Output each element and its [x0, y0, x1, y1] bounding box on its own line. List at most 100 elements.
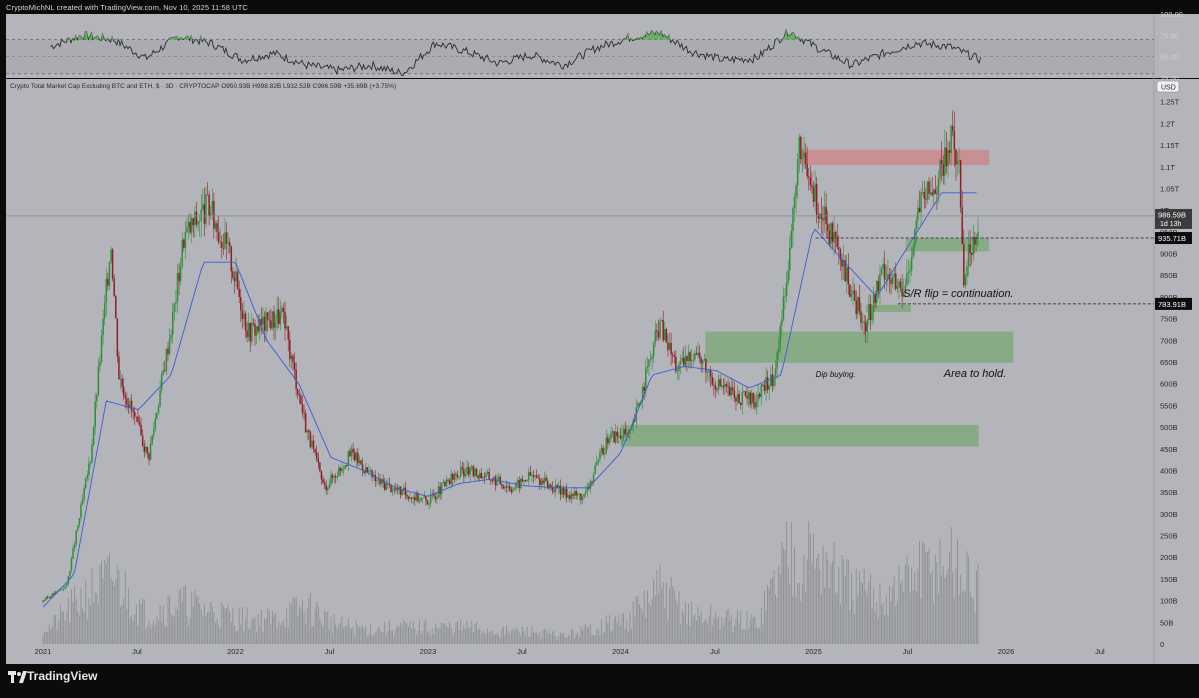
volume-bar [74, 585, 76, 644]
volume-bar [852, 600, 854, 644]
volume-bar [858, 571, 860, 644]
volume-bar [816, 558, 818, 644]
candle-body [469, 468, 471, 475]
volume-bar [523, 630, 525, 644]
candle-body [157, 406, 160, 414]
volume-bar [914, 572, 916, 644]
candle-body [700, 358, 702, 364]
candle-body [596, 461, 598, 466]
volume-bar [741, 630, 743, 644]
volume-bar [189, 618, 191, 644]
volume-bar [963, 589, 965, 644]
volume-bar [732, 631, 734, 644]
candle-body [785, 282, 788, 296]
volume-bar [343, 627, 345, 644]
candle-body [127, 404, 130, 408]
candle-body [812, 187, 815, 202]
candle-body [844, 260, 846, 282]
candle-body [906, 273, 908, 286]
volume-bar [620, 625, 621, 644]
candle-body [78, 517, 81, 526]
volume-bar [69, 622, 71, 644]
candle-body [817, 214, 820, 219]
volume-bar [457, 621, 458, 644]
candle-body [779, 325, 782, 349]
candle-body [455, 474, 457, 475]
volume-bar [868, 581, 870, 644]
volume-bar [745, 630, 746, 644]
candle-body [407, 496, 410, 499]
rsi-line [50, 28, 982, 76]
volume-bar [278, 621, 280, 644]
candle-body [518, 480, 520, 489]
volume-bar [423, 622, 425, 644]
candle-body [241, 310, 244, 319]
candle-body [507, 486, 509, 488]
volume-bar [760, 607, 762, 644]
volume-bar [59, 604, 61, 644]
candle-body [583, 494, 585, 499]
volume-bar [254, 617, 256, 644]
volume-bar [507, 630, 509, 644]
time-tick-label: 2026 [998, 647, 1015, 656]
price-level-label: 935.71B [1158, 234, 1186, 243]
volume-bar [588, 626, 590, 644]
candle-body [135, 416, 138, 418]
volume-bar [866, 595, 868, 644]
candle-body [683, 357, 685, 366]
candle-body [266, 312, 269, 320]
volume-bar [213, 611, 215, 644]
candle-body [860, 311, 862, 323]
volume-bar [200, 609, 202, 644]
candle-body [181, 239, 183, 266]
volume-bar [109, 553, 110, 644]
candle-body [208, 194, 210, 216]
volume-bar [749, 619, 751, 644]
volume-bar [873, 588, 875, 644]
volume-bar [306, 608, 308, 644]
candle-body [417, 492, 419, 502]
volume-bar [262, 631, 264, 644]
candle-body [118, 356, 120, 380]
volume-bar [476, 622, 477, 644]
volume-bar [676, 605, 678, 644]
candle-body [376, 480, 378, 482]
volume-bar [449, 621, 451, 644]
candle-body [586, 487, 589, 492]
candle-body [580, 493, 582, 501]
candle-body [697, 352, 699, 356]
volume-bar [545, 629, 547, 644]
price-tick-label: 200B [1160, 553, 1178, 562]
volume-bar [132, 620, 134, 644]
candle-body [306, 430, 308, 433]
candle-body [588, 487, 590, 489]
volume-bar [839, 604, 841, 644]
price-tick-label: 1.15T [1160, 141, 1180, 150]
volume-bar [311, 626, 313, 644]
candle-body [565, 488, 568, 498]
candle-body [192, 218, 195, 226]
volume-bar [561, 633, 563, 644]
candle-body [570, 493, 573, 500]
volume-bar [381, 632, 383, 644]
volume-bar [207, 612, 208, 644]
volume-bar [637, 596, 639, 644]
candle-body [217, 231, 220, 242]
volume-bar [654, 595, 656, 644]
candle-body [160, 374, 163, 390]
candle-body [448, 480, 451, 485]
volume-bar [729, 620, 731, 644]
price-tick-label: 50B [1160, 618, 1173, 627]
candle-body [880, 268, 883, 274]
volume-bar [838, 566, 840, 644]
volume-bar [417, 630, 419, 644]
candle-body [228, 242, 231, 247]
candle-body [937, 177, 940, 195]
candle-body [948, 149, 951, 153]
volume-bar [610, 631, 612, 644]
volume-bar [358, 626, 360, 644]
candle-body [317, 458, 320, 463]
candle-body [475, 468, 478, 476]
volume-bar [398, 626, 400, 644]
